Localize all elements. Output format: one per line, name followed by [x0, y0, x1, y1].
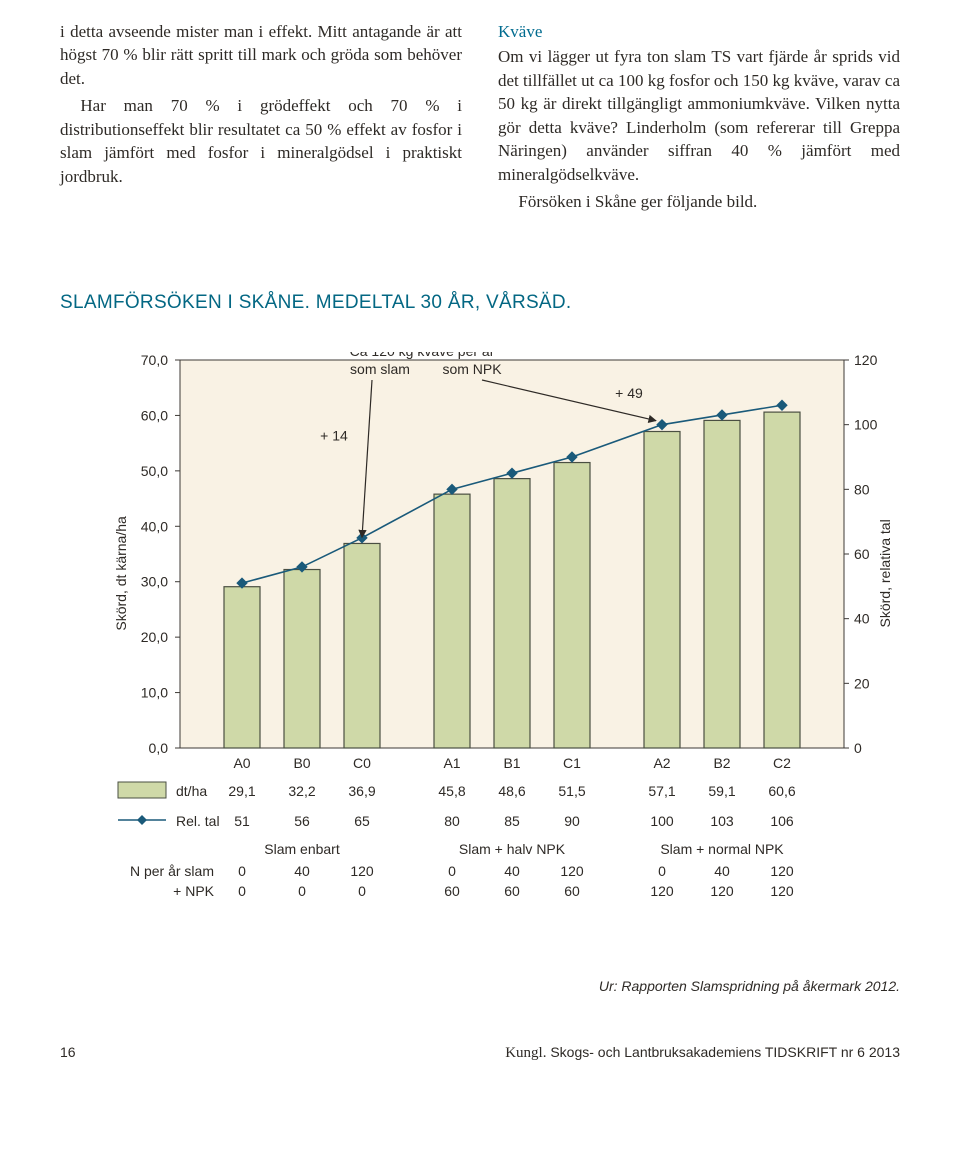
svg-text:51,5: 51,5: [558, 783, 585, 799]
svg-text:som NPK: som NPK: [442, 361, 502, 377]
svg-text:0: 0: [854, 740, 862, 756]
svg-text:40: 40: [714, 863, 730, 879]
svg-text:0: 0: [238, 863, 246, 879]
svg-text:106: 106: [770, 813, 794, 829]
svg-text:120: 120: [560, 863, 584, 879]
svg-text:40: 40: [854, 610, 870, 626]
svg-text:0: 0: [298, 883, 306, 899]
svg-text:90: 90: [564, 813, 580, 829]
svg-text:som slam: som slam: [350, 361, 410, 377]
svg-text:A2: A2: [653, 755, 670, 771]
page-number: 16: [60, 1044, 76, 1062]
journal-ref: Kungl. Skogs- och Lantbruksakademiens TI…: [505, 1044, 900, 1062]
svg-text:dt/ha: dt/ha: [176, 783, 207, 799]
svg-text:0: 0: [238, 883, 246, 899]
svg-text:103: 103: [710, 813, 734, 829]
svg-text:40: 40: [294, 863, 310, 879]
svg-text:40: 40: [504, 863, 520, 879]
svg-text:Slam + halv NPK: Slam + halv NPK: [459, 841, 566, 857]
svg-text:60: 60: [504, 883, 520, 899]
svg-text:N per år slam: N per år slam: [130, 863, 214, 879]
svg-text:29,1: 29,1: [228, 783, 255, 799]
svg-text:120: 120: [854, 352, 878, 368]
svg-text:120: 120: [350, 863, 374, 879]
svg-text:120: 120: [770, 883, 794, 899]
svg-text:30,0: 30,0: [141, 573, 168, 589]
body-columns: i detta avseende mister man i effekt. Mi…: [60, 20, 900, 214]
svg-text:C1: C1: [563, 755, 581, 771]
svg-text:80: 80: [854, 481, 870, 497]
para-right-2: Försöken i Skåne ger följande bild.: [498, 190, 757, 213]
svg-text:+ 49: + 49: [615, 385, 643, 401]
svg-text:50,0: 50,0: [141, 462, 168, 478]
svg-text:59,1: 59,1: [708, 783, 735, 799]
footer-journal: Skogs- och Lantbruksakademiens TIDSKRIFT…: [546, 1044, 900, 1060]
chart: 0,0 10,0 20,0 30,0 40,0 50,0 60,0 70,0 0 20 40 60 80…: [60, 352, 900, 962]
svg-text:A0: A0: [233, 755, 250, 771]
svg-text:100: 100: [650, 813, 674, 829]
svg-text:B2: B2: [713, 755, 730, 771]
para-right-1: Om vi lägger ut fyra ton slam TS vart fj…: [498, 47, 900, 183]
svg-text:0,0: 0,0: [149, 740, 169, 756]
svg-text:57,1: 57,1: [648, 783, 675, 799]
svg-text:48,6: 48,6: [498, 783, 525, 799]
svg-text:85: 85: [504, 813, 520, 829]
svg-text:Ca 120 kg kväve per år: Ca 120 kg kväve per år: [350, 352, 495, 359]
column-left: i detta avseende mister man i effekt. Mi…: [60, 20, 462, 214]
svg-text:C0: C0: [353, 755, 371, 771]
section-heading-kvave: Kväve: [498, 20, 900, 43]
para-left-1: i detta avseende mister man i effekt. Mi…: [60, 22, 462, 88]
para-left-2: Har man 70 % i grödeffekt och 70 % i dis…: [60, 94, 462, 188]
svg-text:+ NPK: + NPK: [173, 883, 215, 899]
svg-text:60: 60: [444, 883, 460, 899]
svg-text:0: 0: [448, 863, 456, 879]
svg-text:Rel. tal: Rel. tal: [176, 813, 220, 829]
svg-text:0: 0: [358, 883, 366, 899]
svg-text:Skörd, dt kärna/ha: Skörd, dt kärna/ha: [113, 516, 129, 631]
svg-text:120: 120: [650, 883, 674, 899]
svg-text:36,9: 36,9: [348, 783, 375, 799]
svg-text:20,0: 20,0: [141, 629, 168, 645]
svg-text:56: 56: [294, 813, 310, 829]
svg-text:51: 51: [234, 813, 250, 829]
svg-text:40,0: 40,0: [141, 518, 168, 534]
svg-text:80: 80: [444, 813, 460, 829]
svg-text:+ 14: + 14: [320, 427, 348, 443]
svg-text:32,2: 32,2: [288, 783, 315, 799]
svg-text:100: 100: [854, 416, 878, 432]
svg-text:C2: C2: [773, 755, 791, 771]
svg-text:0: 0: [658, 863, 666, 879]
footer-kungl: Kungl.: [505, 1045, 546, 1061]
svg-text:60,0: 60,0: [141, 407, 168, 423]
svg-text:60,6: 60,6: [768, 783, 795, 799]
svg-text:70,0: 70,0: [141, 352, 168, 368]
svg-text:45,8: 45,8: [438, 783, 465, 799]
chart-svg: 0,0 10,0 20,0 30,0 40,0 50,0 60,0 70,0 0 20 40 60 80…: [60, 352, 900, 962]
svg-text:A1: A1: [443, 755, 460, 771]
page-footer: 16 Kungl. Skogs- och Lantbruksakademiens…: [60, 1044, 900, 1062]
svg-text:B0: B0: [293, 755, 310, 771]
svg-text:65: 65: [354, 813, 370, 829]
svg-text:10,0: 10,0: [141, 684, 168, 700]
svg-text:Skörd, relativa tal: Skörd, relativa tal: [877, 519, 893, 627]
svg-text:120: 120: [710, 883, 734, 899]
svg-text:20: 20: [854, 675, 870, 691]
column-right: Kväve Om vi lägger ut fyra ton slam TS v…: [498, 20, 900, 214]
svg-text:B1: B1: [503, 755, 520, 771]
chart-title: SLAMFÖRSÖKEN I SKÅNE. MEDELTAL 30 ÅR, VÅ…: [60, 292, 900, 314]
svg-text:Slam + normal NPK: Slam + normal NPK: [660, 841, 784, 857]
svg-text:60: 60: [564, 883, 580, 899]
svg-text:120: 120: [770, 863, 794, 879]
svg-text:60: 60: [854, 546, 870, 562]
source-line: Ur: Rapporten Slamspridning på åkermark …: [60, 978, 900, 994]
svg-text:Slam enbart: Slam enbart: [264, 841, 340, 857]
